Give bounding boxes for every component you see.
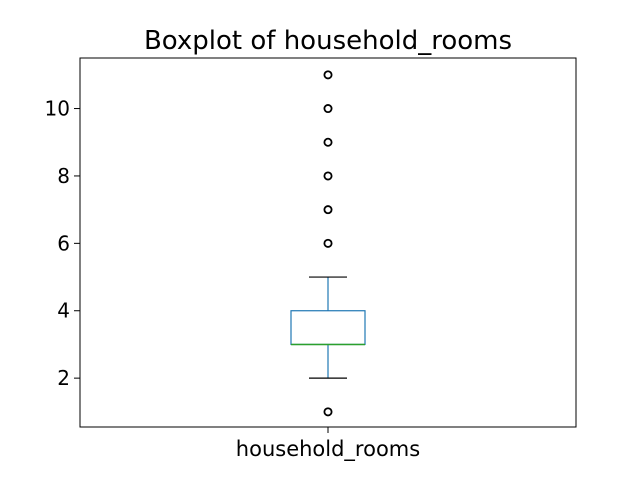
y-tick-label-10: 10 — [45, 97, 70, 121]
y-tick-label-4: 4 — [57, 299, 70, 323]
outlier-point-10 — [323, 104, 333, 114]
outlier-point-6 — [323, 238, 333, 248]
outlier-point-1 — [323, 407, 333, 417]
outlier-point-11 — [323, 70, 333, 80]
y-axis: 2 4 6 8 10 — [45, 97, 80, 390]
outlier-point-8 — [323, 171, 333, 181]
outlier-point-7 — [323, 205, 333, 215]
chart-title: Boxplot of household_rooms — [144, 26, 512, 56]
outlier-point-9 — [323, 137, 333, 147]
y-tick-label-8: 8 — [57, 164, 70, 188]
x-axis: household_rooms — [236, 427, 420, 462]
y-tick-label-2: 2 — [57, 366, 70, 390]
y-tick-label-6: 6 — [57, 231, 70, 255]
iqr-box — [290, 310, 366, 346]
x-tick-label-household_rooms: household_rooms — [236, 437, 420, 462]
plot-marks — [290, 70, 366, 417]
